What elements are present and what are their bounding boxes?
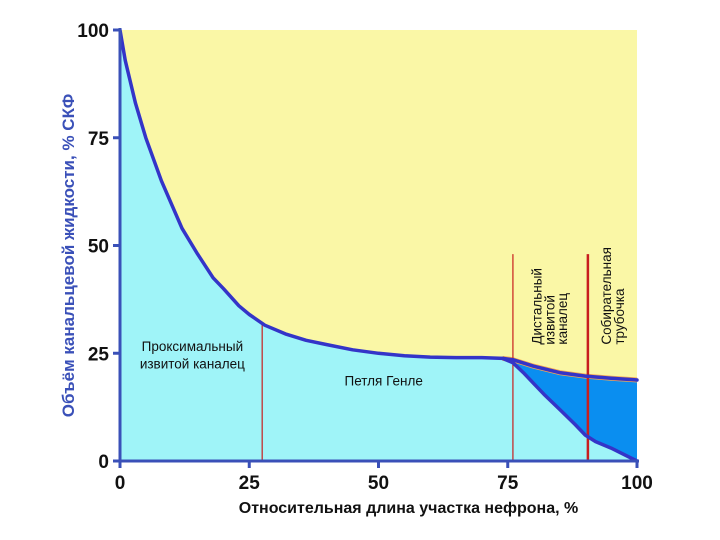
y-tick-label: 75	[88, 129, 110, 150]
x-tick-label: 100	[621, 473, 653, 494]
volume-curve	[118, 28, 639, 382]
y-axis-title: Объём канальцевой жидкости, % СКФ	[59, 94, 78, 417]
region-label: каналец	[555, 293, 570, 345]
x-axis-title: Относительная длина участка нефрона, %	[239, 500, 578, 517]
y-tick-label: 100	[77, 21, 109, 42]
region-label: Собирательная	[599, 247, 614, 345]
x-tick-label: 50	[368, 473, 389, 494]
y-tick-label: 50	[88, 237, 109, 258]
segment-boundaries	[261, 254, 590, 461]
region-label: Дистальный	[529, 268, 544, 345]
x-tick-label: 25	[239, 473, 261, 494]
x-tick-label: 75	[497, 473, 519, 494]
region-label: извитой	[542, 295, 557, 345]
y-tick-label: 0	[98, 452, 109, 473]
region-label: Петля Генле	[344, 374, 422, 389]
x-tick-label: 0	[115, 473, 126, 494]
region-label: трубочка	[612, 288, 627, 345]
region-annotations: Проксимальный извитой каналец Петля Генле Д…	[140, 247, 627, 388]
region-label: извитой каналец	[140, 356, 245, 371]
axis-ticks: 0 25 50 75 100 0 25 50 75 100	[77, 21, 653, 494]
y-tick-label: 25	[88, 344, 110, 365]
region-label: Проксимальный	[142, 339, 243, 354]
tubular-fluid-area	[120, 30, 637, 461]
lower-volume-curve	[500, 356, 639, 463]
